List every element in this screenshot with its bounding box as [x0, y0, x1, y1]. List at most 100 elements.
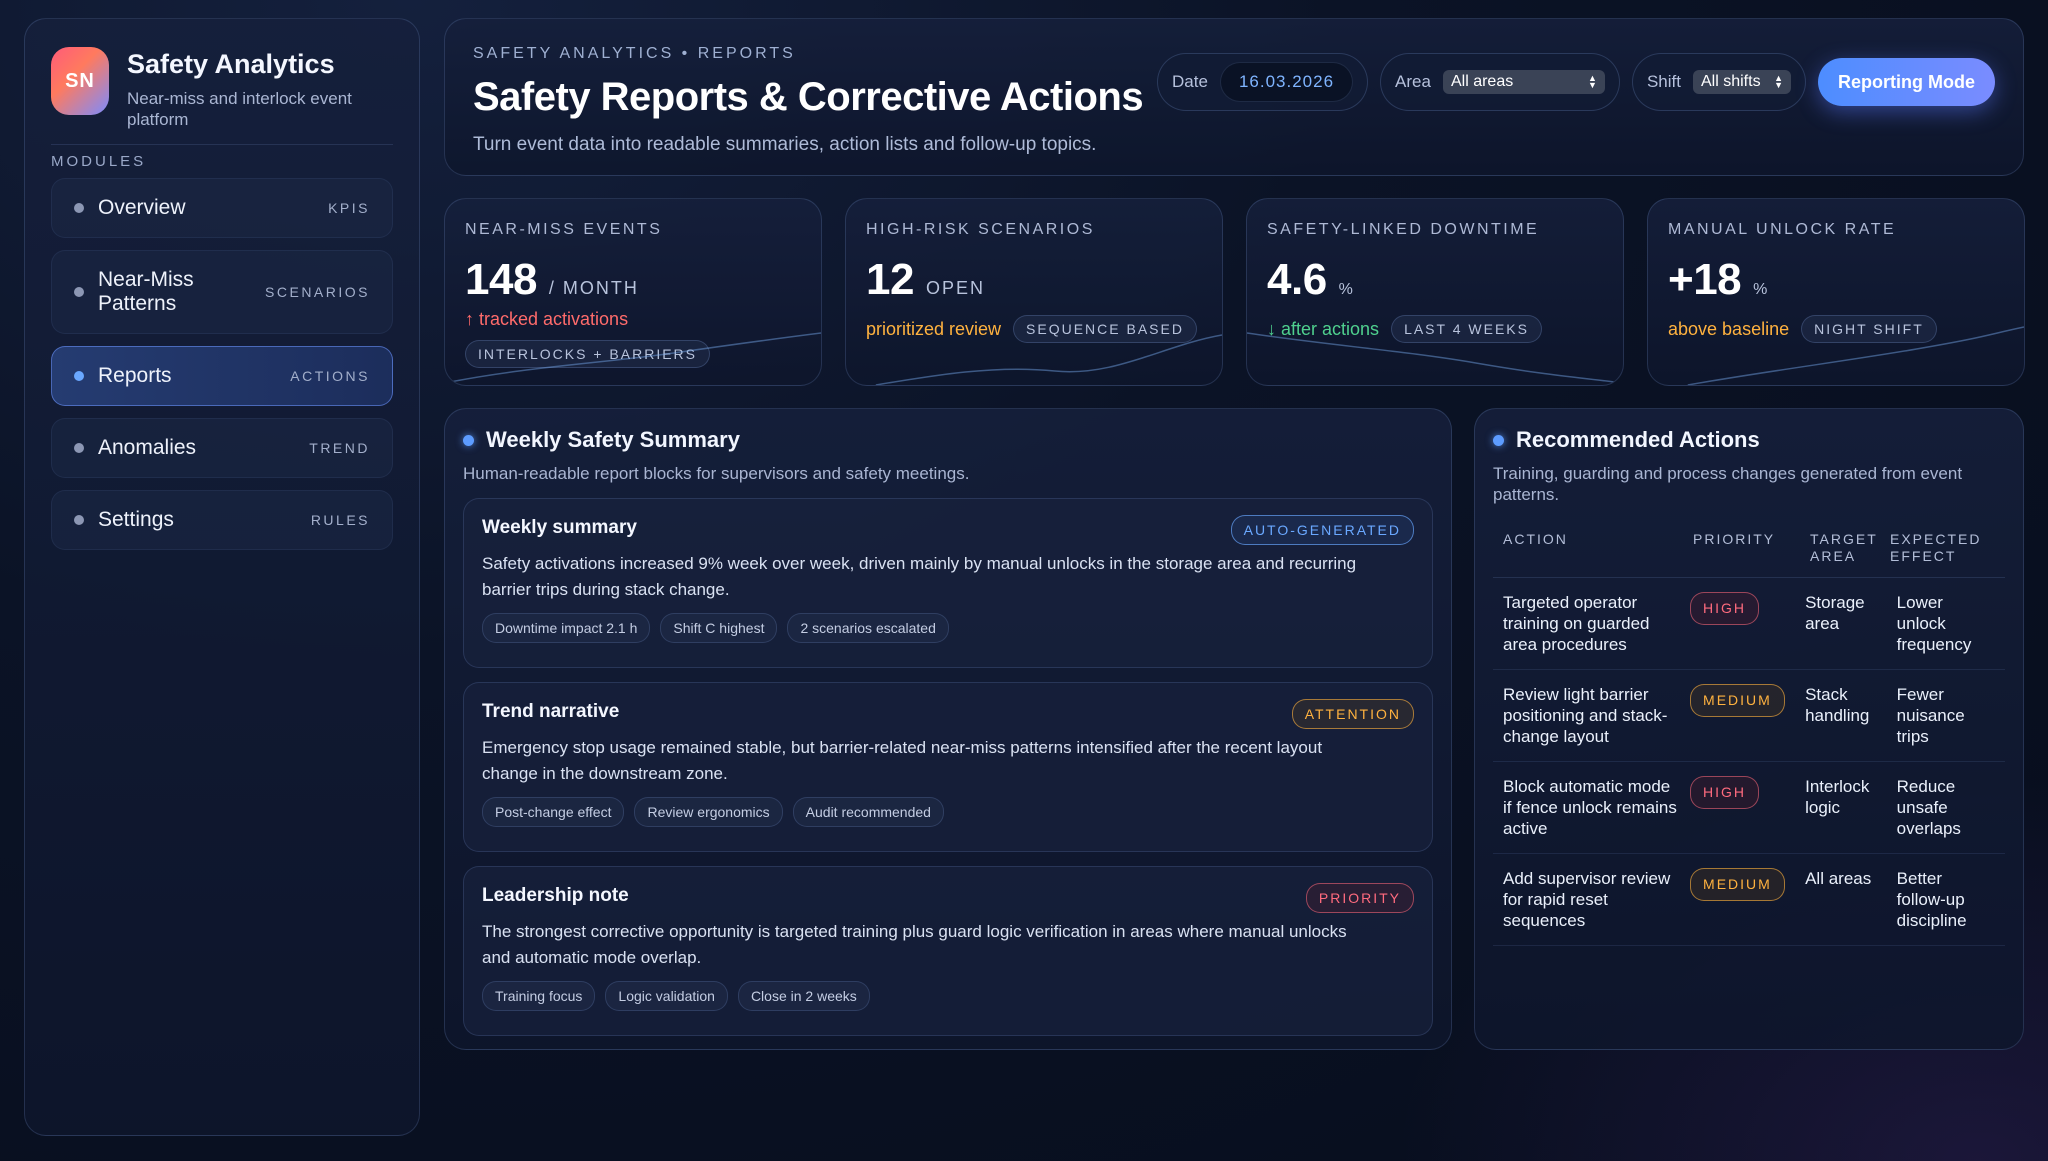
priority-badge: MEDIUM — [1690, 684, 1785, 717]
area-label: Area — [1395, 72, 1431, 91]
kpi-tag: NIGHT SHIFT — [1801, 315, 1937, 343]
kpi-trend: prioritized review — [866, 318, 1002, 339]
shift-label: Shift — [1646, 72, 1681, 91]
action-cell: Add supervisor review for rapid reset se… — [1503, 869, 1671, 930]
block-title: Trend narrative — [482, 701, 620, 722]
area-cell: Storage area — [1805, 593, 1865, 633]
column-header: TARGET AREA — [1810, 531, 1878, 564]
date-label: Date — [1172, 72, 1208, 91]
area-select[interactable]: All areas ▲ ▼ — [1442, 70, 1605, 94]
bullet-icon — [74, 443, 84, 453]
area-cell: Stack handling — [1805, 685, 1870, 725]
sidebar-item-overview[interactable]: Overview KPIS — [51, 178, 393, 238]
info-pill: 2 scenarios escalated — [787, 613, 949, 643]
shift-filter: Shift All shifts ▲ ▼ — [1631, 53, 1806, 111]
shift-select-value: All shifts — [1701, 73, 1761, 90]
kpi-tag: LAST 4 WEEKS — [1391, 315, 1542, 343]
section-title: Weekly Safety Summary — [486, 427, 740, 452]
area-filter: Area All areas ▲ ▼ — [1380, 53, 1620, 111]
kpi-unit: % — [1753, 281, 1768, 298]
bullet-icon — [74, 515, 84, 525]
info-pill: Shift C highest — [660, 613, 778, 643]
recommended-actions-panel: Recommended Actions Training, guarding a… — [1474, 408, 2024, 1050]
divider — [51, 144, 393, 145]
section-dot-icon — [463, 434, 474, 446]
kpi-card-downtime: SAFETY-LINKED DOWNTIME 4.6 % ↓ after act… — [1246, 198, 1624, 386]
kpi-unit: OPEN — [925, 278, 985, 298]
block-title: Leadership note — [482, 885, 629, 906]
header-controls: Date 16.03.2026 Area All areas ▲ ▼ Shift … — [1157, 53, 1995, 111]
kpi-value: 12 — [866, 255, 914, 304]
kpi-card-high-risk: HIGH-RISK SCENARIOS 12 OPEN prioritized … — [845, 198, 1223, 386]
kpi-tag: SEQUENCE BASED — [1013, 315, 1197, 343]
effect-cell: Lower unlock frequency — [1896, 593, 1972, 654]
kpi-trend: ↓ after actions — [1267, 318, 1380, 339]
select-arrows-icon: ▲ ▼ — [1588, 73, 1597, 90]
sidebar-item-settings[interactable]: Settings RULES — [51, 490, 393, 550]
bullet-icon — [74, 287, 84, 297]
info-pill: Logic validation — [605, 981, 728, 1011]
info-pill: Training focus — [482, 981, 596, 1011]
info-pill: Close in 2 weeks — [737, 981, 870, 1011]
action-cell: Targeted operator training on guarded ar… — [1503, 593, 1650, 654]
table-row[interactable]: Block automatic mode if fence unlock rem… — [1493, 762, 2005, 854]
sidebar-item-near-miss-patterns[interactable]: Near-Miss Patterns SCENARIOS — [51, 250, 393, 334]
select-arrows-icon: ▲ ▼ — [1774, 73, 1783, 90]
sidebar-item-tag: SCENARIOS — [265, 284, 370, 300]
kpi-tag: INTERLOCKS + BARRIERS — [465, 340, 710, 368]
kpi-trend: above baseline — [1668, 318, 1790, 339]
table-row[interactable]: Targeted operator training on guarded ar… — [1493, 578, 2005, 670]
sidebar: SN Safety Analytics Near-miss and interl… — [24, 18, 420, 1136]
sparkline — [1687, 326, 2024, 385]
sidebar-item-reports[interactable]: Reports ACTIONS — [51, 346, 393, 406]
section-dot-icon — [1493, 434, 1504, 446]
block-text: Emergency stop usage remained stable, bu… — [482, 738, 1323, 783]
table-row[interactable]: Add supervisor review for rapid reset se… — [1493, 854, 2005, 946]
section-subtitle: Human-readable report blocks for supervi… — [463, 464, 970, 483]
effect-cell: Better follow-up discipline — [1896, 869, 1967, 930]
reporting-mode-button[interactable]: Reporting Mode — [1818, 58, 1995, 106]
table-row[interactable]: Review light barrier positioning and sta… — [1493, 670, 2005, 762]
breadcrumb: SAFETY ANALYTICS • REPORTS — [473, 45, 796, 62]
effect-cell: Fewer nuisance trips — [1896, 685, 1965, 746]
bullet-icon — [74, 371, 84, 381]
kpi-label: SAFETY-LINKED DOWNTIME — [1267, 221, 1540, 238]
kpi-unit: % — [1338, 281, 1353, 298]
priority-badge: MEDIUM — [1690, 868, 1785, 901]
column-header: ACTION — [1503, 531, 1568, 547]
report-block-leadership-note: Leadership note PRIORITY The strongest c… — [463, 866, 1433, 1036]
sidebar-item-label: Reports — [98, 364, 172, 387]
sidebar-item-anomalies[interactable]: Anomalies TREND — [51, 418, 393, 478]
date-input[interactable]: 16.03.2026 — [1219, 62, 1354, 102]
report-block-weekly-summary: Weekly summary AUTO-GENERATED Safety act… — [463, 498, 1433, 668]
sidebar-item-tag: TREND — [309, 440, 370, 456]
brand-logo: SN — [51, 47, 109, 115]
brand: SN Safety Analytics Near-miss and interl… — [51, 47, 393, 130]
block-title: Weekly summary — [482, 517, 637, 538]
sidebar-item-label: Near-Miss Patterns — [98, 268, 194, 315]
area-cell: Interlock logic — [1805, 777, 1870, 817]
sidebar-item-label: Overview — [98, 196, 186, 219]
column-header: PRIORITY — [1693, 531, 1776, 547]
sparkline — [445, 332, 821, 384]
brand-title: Safety Analytics — [127, 49, 335, 79]
shift-select[interactable]: All shifts ▲ ▼ — [1693, 70, 1791, 94]
area-select-value: All areas — [1450, 73, 1514, 90]
report-block-trend-narrative: Trend narrative ATTENTION Emergency stop… — [463, 682, 1433, 852]
sparkline — [1247, 332, 1623, 384]
area-cell: All areas — [1805, 869, 1872, 888]
info-pill: Audit recommended — [792, 797, 944, 827]
brand-subtitle: Near-miss and interlock event platform — [127, 89, 352, 129]
table-header: ACTION PRIORITY TARGET AREA EXPECTED EFF… — [1493, 521, 2005, 578]
kpi-value: 4.6 — [1267, 255, 1327, 304]
kpi-value: 148 — [465, 255, 537, 304]
kpi-label: MANUAL UNLOCK RATE — [1668, 221, 1897, 238]
section-title: Recommended Actions — [1516, 427, 1760, 452]
kpi-value: +18 — [1668, 255, 1742, 304]
kpi-unit: / MONTH — [548, 278, 639, 298]
column-header: EXPECTED EFFECT — [1890, 531, 1982, 564]
sidebar-item-tag: RULES — [310, 512, 370, 528]
info-pill: Post-change effect — [482, 797, 625, 827]
weekly-summary-panel: Weekly Safety Summary Human-readable rep… — [444, 408, 1452, 1050]
modules-label: MODULES — [51, 153, 147, 170]
